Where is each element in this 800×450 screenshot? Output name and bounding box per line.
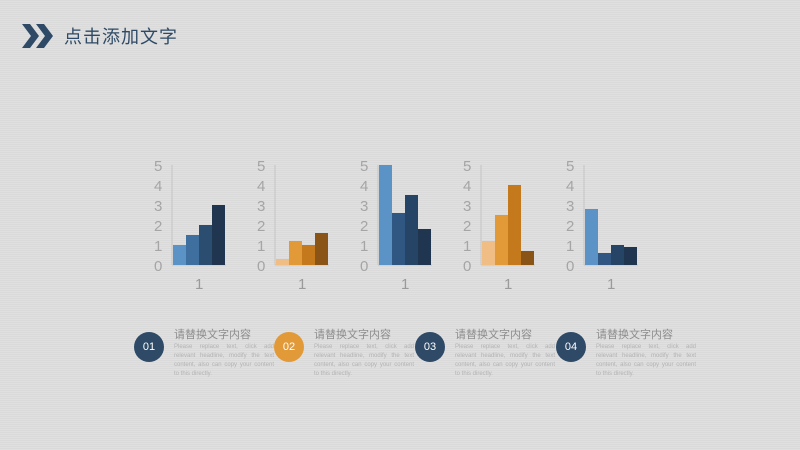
number-badge: 03: [415, 332, 445, 362]
y-tick-label: 2: [257, 218, 265, 235]
x-category-label: 1: [298, 276, 306, 293]
chart-4: 0 1 2 3 4 5 1: [463, 158, 535, 293]
bar: [315, 233, 328, 265]
y-tick-label: 4: [257, 178, 265, 195]
y-tick-label: 2: [154, 218, 162, 235]
x-category-label: 1: [195, 276, 203, 293]
chart-5: 0 1 2 3 4 5 1: [566, 158, 638, 293]
y-tick-label: 5: [154, 158, 162, 175]
y-tick-label: 4: [463, 178, 471, 195]
item-title: 请替换文字内容: [174, 328, 251, 341]
chart-2: 0 1 2 3 4 5 1: [257, 158, 329, 293]
item-text: Please replace text, click add relevant …: [314, 344, 414, 377]
y-tick-label: 3: [154, 198, 162, 215]
bar: [405, 195, 418, 265]
info-item-1: 01 请替换文字内容 Please replace text, click ad…: [134, 326, 279, 406]
number-badge: 04: [556, 332, 586, 362]
info-item-2: 02 请替换文字内容 Please replace text, click ad…: [274, 326, 419, 406]
y-tick-label: 2: [566, 218, 574, 235]
y-tick-label: 1: [360, 238, 368, 255]
bar: [289, 241, 302, 265]
bar: [302, 245, 315, 265]
y-tick-label: 1: [257, 238, 265, 255]
info-item-4: 04 请替换文字内容 Please replace text, click ad…: [556, 326, 701, 406]
item-title: 请替换文字内容: [455, 328, 532, 341]
y-tick-label: 0: [154, 258, 162, 275]
bar: [392, 213, 405, 265]
bar: [212, 205, 225, 265]
y-tick-label: 0: [566, 258, 574, 275]
x-category-label: 1: [504, 276, 512, 293]
bar: [186, 235, 199, 265]
bar: [379, 165, 392, 265]
bar: [418, 229, 431, 265]
item-text: Please replace text, click add relevant …: [596, 344, 696, 377]
y-tick-label: 5: [463, 158, 471, 175]
double-chevron-right-icon: [22, 24, 53, 48]
y-tick-label: 1: [154, 238, 162, 255]
item-title: 请替换文字内容: [314, 328, 391, 341]
page-title: 点击添加文字: [64, 27, 178, 48]
y-tick-label: 5: [566, 158, 574, 175]
y-tick-label: 3: [566, 198, 574, 215]
y-tick-label: 1: [463, 238, 471, 255]
bar: [495, 215, 508, 265]
y-tick-label: 0: [360, 258, 368, 275]
bar: [276, 259, 289, 265]
y-tick-label: 0: [257, 258, 265, 275]
y-tick-label: 1: [566, 238, 574, 255]
bar: [598, 253, 611, 265]
info-item-3: 03 请替换文字内容 Please replace text, click ad…: [415, 326, 560, 406]
item-text: Please replace text, click add relevant …: [174, 344, 274, 377]
number-badge: 01: [134, 332, 164, 362]
header: 点击添加文字: [20, 20, 178, 52]
bar: [199, 225, 212, 265]
bar: [508, 185, 521, 265]
y-tick-label: 5: [360, 158, 368, 175]
y-tick-label: 4: [154, 178, 162, 195]
y-tick-label: 3: [463, 198, 471, 215]
item-title: 请替换文字内容: [596, 328, 673, 341]
bar: [521, 251, 534, 265]
number-badge: 02: [274, 332, 304, 362]
y-tick-label: 4: [360, 178, 368, 195]
y-tick-label: 2: [360, 218, 368, 235]
y-tick-label: 0: [463, 258, 471, 275]
chart-1: 0 1 2 3 4 5 1: [154, 158, 226, 293]
bar: [482, 241, 495, 265]
bar: [173, 245, 186, 265]
x-category-label: 1: [401, 276, 409, 293]
y-tick-label: 4: [566, 178, 574, 195]
bar: [585, 209, 598, 265]
y-tick-label: 5: [257, 158, 265, 175]
y-tick-label: 3: [360, 198, 368, 215]
bar: [611, 245, 624, 265]
chart-3: 0 1 2 3 4 5 1: [360, 158, 432, 293]
bar: [624, 247, 637, 265]
y-tick-label: 3: [257, 198, 265, 215]
y-tick-label: 2: [463, 218, 471, 235]
x-category-label: 1: [607, 276, 615, 293]
item-text: Please replace text, click add relevant …: [455, 344, 555, 377]
